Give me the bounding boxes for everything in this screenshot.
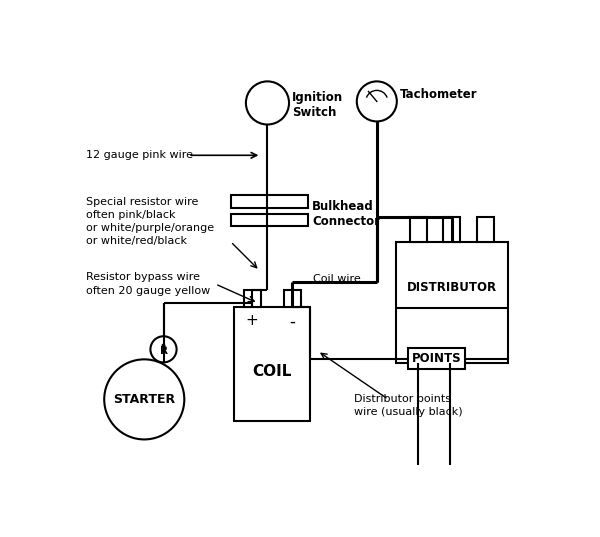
Bar bbox=[396, 242, 508, 363]
Bar bbox=[443, 217, 460, 242]
Bar bbox=[235, 307, 310, 421]
Bar bbox=[407, 348, 466, 369]
Bar bbox=[230, 214, 308, 226]
Text: Ignition
Switch: Ignition Switch bbox=[292, 91, 343, 119]
Circle shape bbox=[246, 82, 289, 125]
Bar bbox=[244, 290, 260, 307]
Circle shape bbox=[357, 82, 397, 121]
Text: Special resistor wire
often pink/black
or white/purple/orange
or white/red/black: Special resistor wire often pink/black o… bbox=[86, 197, 214, 246]
Bar bbox=[477, 217, 494, 242]
Circle shape bbox=[104, 359, 184, 439]
Text: Coil wire: Coil wire bbox=[313, 274, 361, 284]
Text: +: + bbox=[245, 313, 259, 328]
Text: COIL: COIL bbox=[253, 364, 292, 379]
Bar bbox=[284, 290, 301, 307]
Text: Resistor bypass wire
often 20 gauge yellow: Resistor bypass wire often 20 gauge yell… bbox=[86, 272, 210, 295]
Text: DISTRIBUTOR: DISTRIBUTOR bbox=[407, 281, 497, 294]
Bar bbox=[410, 217, 427, 242]
Text: Tachometer: Tachometer bbox=[400, 88, 478, 100]
Text: STARTER: STARTER bbox=[113, 393, 175, 406]
Text: -: - bbox=[289, 313, 295, 331]
Text: R: R bbox=[160, 346, 167, 356]
Circle shape bbox=[162, 344, 165, 347]
Text: POINTS: POINTS bbox=[412, 352, 461, 365]
Circle shape bbox=[151, 336, 176, 362]
Text: Distributor points
wire (usually black): Distributor points wire (usually black) bbox=[354, 394, 463, 417]
Bar bbox=[230, 195, 308, 208]
Text: Bulkhead
Connector: Bulkhead Connector bbox=[312, 200, 380, 228]
Text: 12 gauge pink wire: 12 gauge pink wire bbox=[86, 150, 193, 161]
